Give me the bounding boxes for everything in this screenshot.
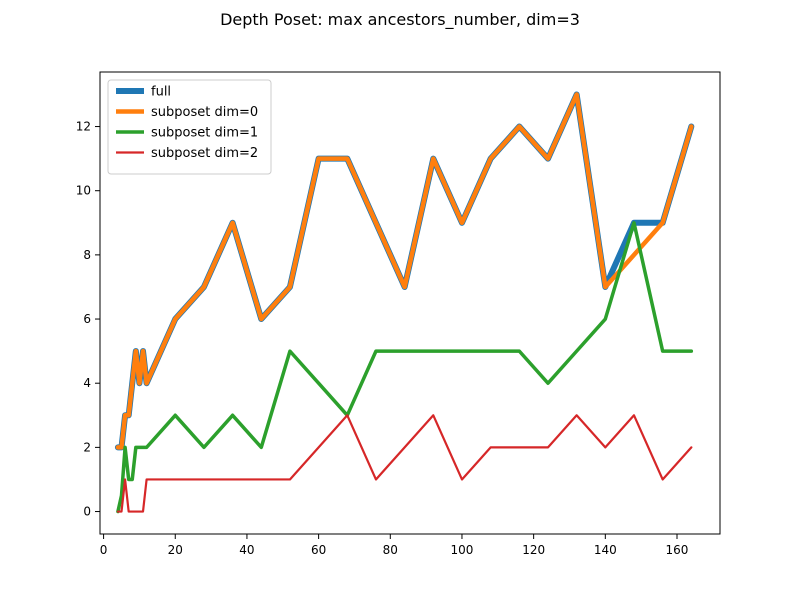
legend-label: subposet dim=2 (151, 146, 258, 161)
y-tick-label: 2 (83, 440, 91, 454)
series-line-2 (115, 92, 694, 450)
y-tick-label: 8 (83, 248, 91, 262)
plot-frame (99, 71, 721, 535)
x-tick-label: 40 (239, 543, 254, 557)
y-tick-label: 4 (83, 376, 91, 390)
chart-title: Depth Poset: max ancestors_number, dim=3 (220, 10, 580, 30)
y-tick-label: 0 (83, 505, 91, 519)
x-tick-label: 80 (383, 543, 398, 557)
legend-label: subposet dim=1 (151, 126, 258, 141)
x-axis: 0 20 40 60 80 100 120 140 160 (100, 534, 689, 557)
x-tick-label: 60 (311, 543, 326, 557)
legend-label: subposet dim=0 (151, 105, 258, 120)
x-tick-label: 120 (522, 543, 545, 557)
series-line-3 (116, 221, 694, 514)
y-axis: 0 2 4 6 8 10 12 (76, 120, 100, 519)
legend-box (107, 79, 272, 175)
x-tick-label: 100 (451, 543, 474, 557)
y-tick-label: 12 (76, 120, 91, 134)
legend: full subposet dim=0 subposet dim=1 subposet… (107, 79, 272, 175)
series-layer (114, 91, 695, 514)
x-tick-label: 160 (666, 543, 689, 557)
x-tick-label: 20 (168, 543, 183, 557)
series-line-4 (116, 414, 693, 513)
legend-label: full (151, 85, 171, 100)
x-tick-label: 0 (100, 543, 108, 557)
y-tick-label: 6 (83, 312, 91, 326)
y-tick-label: 10 (76, 184, 91, 198)
x-tick-label: 140 (594, 543, 617, 557)
